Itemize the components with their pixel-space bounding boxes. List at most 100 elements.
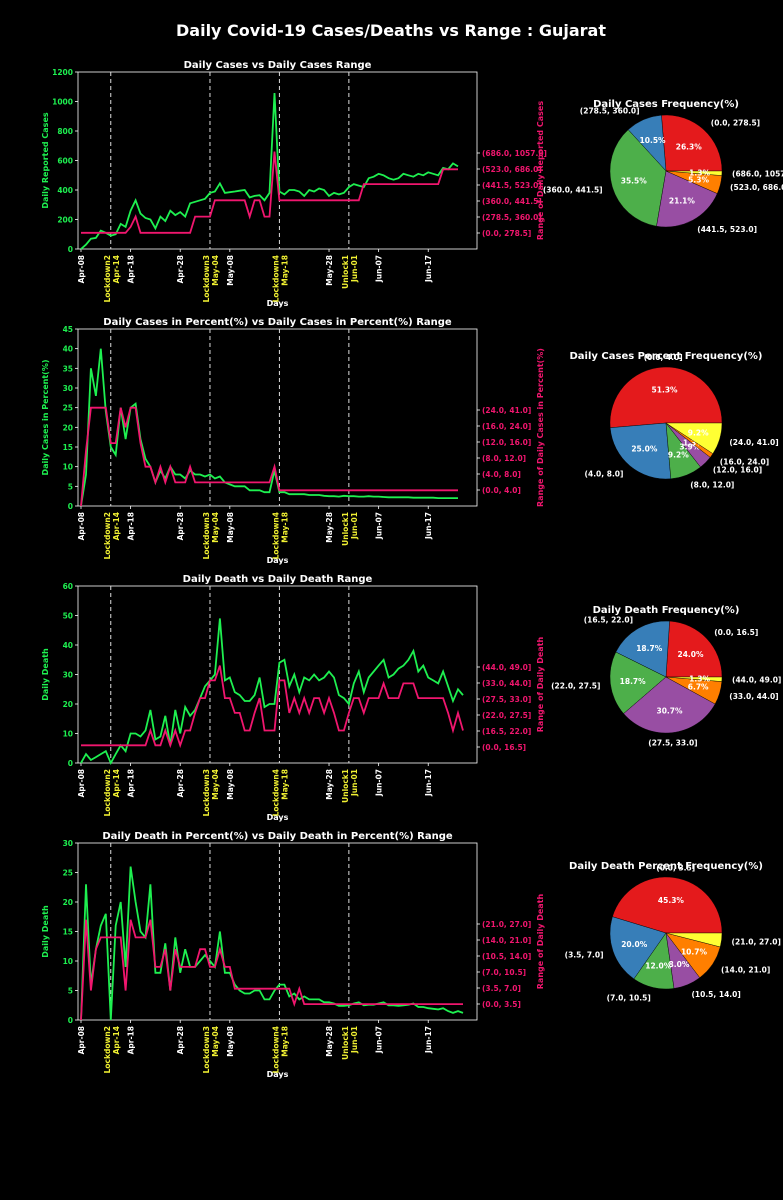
phase-marker-date: May-18 bbox=[280, 769, 289, 800]
pie-title: Daily Death Percent Frequency(%) bbox=[569, 861, 763, 872]
y-tick-label: 0 bbox=[68, 502, 73, 511]
y-axis-label: Daily Death bbox=[41, 905, 50, 958]
y-tick-label: 5 bbox=[68, 987, 73, 996]
right-axis-label: Range of Daily Death bbox=[536, 636, 545, 732]
phase-marker-date: May-04 bbox=[211, 1026, 220, 1057]
pie-slice-label: (360.0, 441.5] bbox=[543, 186, 603, 195]
pie-slice-label: (0.0, 16.5] bbox=[714, 628, 758, 637]
pie-slice-label: (0.0, 278.5] bbox=[711, 118, 760, 127]
pie-slice-pct: 51.3% bbox=[652, 385, 679, 394]
right-tick-label: (3.5, 7.0] bbox=[482, 984, 521, 993]
pie-chart-2: Daily Cases Percent Frequency(%) 51.3% (0.… bbox=[570, 351, 779, 489]
pie-slice-label: (686.0, 1057.0] bbox=[732, 170, 783, 179]
x-tick-label: Apr-08 bbox=[77, 769, 86, 797]
phase-marker-label: Unlock1 bbox=[341, 1026, 350, 1060]
figure-title: Daily Covid-19 Cases/Deaths vs Range : G… bbox=[176, 21, 606, 40]
right-tick-label: (7.0, 10.5] bbox=[482, 968, 526, 977]
phase-marker-date: Apr-14 bbox=[112, 255, 121, 283]
phase-marker-date: Apr-14 bbox=[112, 769, 121, 797]
y-tick-label: 200 bbox=[57, 216, 73, 225]
pie-chart-1: Daily Cases Frequency(%) 26.3% (0.0, 278.5… bbox=[543, 99, 783, 234]
y-tick-label: 0 bbox=[68, 245, 73, 254]
series-line-range bbox=[81, 151, 458, 234]
x-tick-label: May-08 bbox=[226, 769, 235, 800]
pie-slice-label: (441.5, 523.0] bbox=[697, 225, 757, 234]
panel-3: Daily Death vs Daily Death Range 0 10 20 30 4… bbox=[41, 574, 545, 822]
y-tick-label: 20 bbox=[63, 700, 73, 709]
series-line-actual bbox=[80, 93, 459, 250]
pie-slice-label: (16.0, 24.0] bbox=[720, 457, 769, 466]
right-tick-label: (0.0, 4.0] bbox=[482, 486, 521, 495]
pie-slice-pct: 10.7% bbox=[681, 948, 708, 957]
phase-marker-date: May-04 bbox=[211, 769, 220, 800]
pie-slice bbox=[609, 366, 723, 428]
pie-slice-label: (4.0, 8.0] bbox=[585, 470, 624, 479]
y-tick-label: 35 bbox=[63, 364, 73, 373]
chart-title: Daily Cases in Percent(%) vs Daily Cases… bbox=[103, 317, 452, 328]
pie-chart-4: Daily Death Percent Frequency(%) 45.3% (0.… bbox=[565, 861, 781, 1002]
pie-title: Daily Death Frequency(%) bbox=[593, 605, 740, 616]
y-tick-label: 5 bbox=[68, 482, 73, 491]
right-tick-label: (14.0, 21.0] bbox=[482, 936, 531, 945]
x-tick-label: Apr-18 bbox=[127, 255, 136, 283]
y-tick-label: 50 bbox=[63, 612, 73, 621]
pie-slice-pct: 24.0% bbox=[677, 650, 704, 659]
y-tick-label: 0 bbox=[68, 1016, 73, 1025]
y-tick-label: 25 bbox=[63, 869, 73, 878]
pie-slice bbox=[609, 916, 667, 980]
x-tick-label: Jun-17 bbox=[424, 512, 433, 540]
x-tick-label: May-08 bbox=[226, 512, 235, 543]
pie-slice-pct: 6.7% bbox=[688, 683, 709, 692]
right-tick-label: (523.0, 686.0] bbox=[482, 165, 542, 174]
pie-slice bbox=[609, 422, 672, 480]
pie-slice bbox=[623, 676, 716, 734]
pie-slice-pct: 9.2% bbox=[688, 429, 709, 438]
y-tick-label: 30 bbox=[63, 671, 73, 680]
phase-marker-label: Lockdown4 bbox=[271, 769, 280, 816]
pie-slice bbox=[612, 876, 723, 934]
x-axis-label: Days bbox=[267, 813, 289, 822]
pie-title: Daily Cases Frequency(%) bbox=[593, 99, 739, 110]
pie-slice-label: (8.0, 12.0] bbox=[690, 480, 734, 489]
pie-slice-label: (3.5, 7.0] bbox=[565, 951, 604, 960]
x-tick-label: Apr-18 bbox=[127, 1026, 136, 1054]
y-axis-label: Daily Cases in Percent(%) bbox=[41, 360, 50, 476]
x-tick-label: Apr-08 bbox=[77, 1026, 86, 1054]
phase-marker-label: Lockdown3 bbox=[202, 255, 211, 302]
pie-slice-pct: 30.7% bbox=[657, 706, 684, 715]
pie-slice-label: (10.5, 14.0] bbox=[691, 990, 740, 999]
y-tick-label: 20 bbox=[63, 423, 73, 432]
x-tick-label: Apr-08 bbox=[77, 512, 86, 540]
phase-marker-label: Unlock1 bbox=[341, 512, 350, 546]
pie-slice-pct: 9.2% bbox=[668, 450, 689, 459]
right-tick-label: (33.0, 44.0] bbox=[482, 679, 531, 688]
y-tick-label: 40 bbox=[63, 345, 73, 354]
y-tick-label: 20 bbox=[63, 898, 73, 907]
pie-slice-label: (0.0, 4.0] bbox=[644, 353, 683, 362]
pie-slice-pct: 5.3% bbox=[688, 175, 709, 184]
pie-slice bbox=[661, 114, 723, 172]
x-tick-label: Jun-17 bbox=[424, 1026, 433, 1054]
right-axis-label: Range of Daily Death bbox=[536, 893, 545, 989]
x-tick-label: Apr-18 bbox=[127, 769, 136, 797]
x-tick-label: Apr-28 bbox=[176, 769, 185, 797]
right-tick-label: (24.0, 41.0] bbox=[482, 406, 531, 415]
phase-marker-date: May-18 bbox=[280, 255, 289, 286]
pie-slice-pct: 45.3% bbox=[658, 896, 685, 905]
chart-panels: Daily Cases vs Daily Cases Range02004006… bbox=[41, 60, 783, 1079]
pie-slice-label: (27.5, 33.0] bbox=[648, 739, 697, 748]
right-tick-label: (44.0, 49.0] bbox=[482, 663, 531, 672]
pie-slice bbox=[665, 620, 723, 678]
pie-slice bbox=[609, 129, 667, 227]
pie-slice-pct: 3.9% bbox=[679, 443, 700, 452]
pie-slice-label: (14.0, 21.0] bbox=[721, 966, 770, 975]
pie-slice-pct: 25.0% bbox=[631, 445, 658, 454]
phase-marker-label: Unlock1 bbox=[341, 255, 350, 289]
pie-slice bbox=[615, 620, 670, 678]
phase-marker-date: Jun-01 bbox=[350, 1026, 359, 1054]
right-tick-label: (360.0, 441.5] bbox=[482, 197, 542, 206]
chart-title: Daily Death vs Daily Death Range bbox=[183, 574, 373, 585]
phase-marker-label: Lockdown2 bbox=[103, 1026, 112, 1073]
series-line-range bbox=[80, 406, 458, 507]
y-tick-label: 400 bbox=[57, 186, 73, 195]
